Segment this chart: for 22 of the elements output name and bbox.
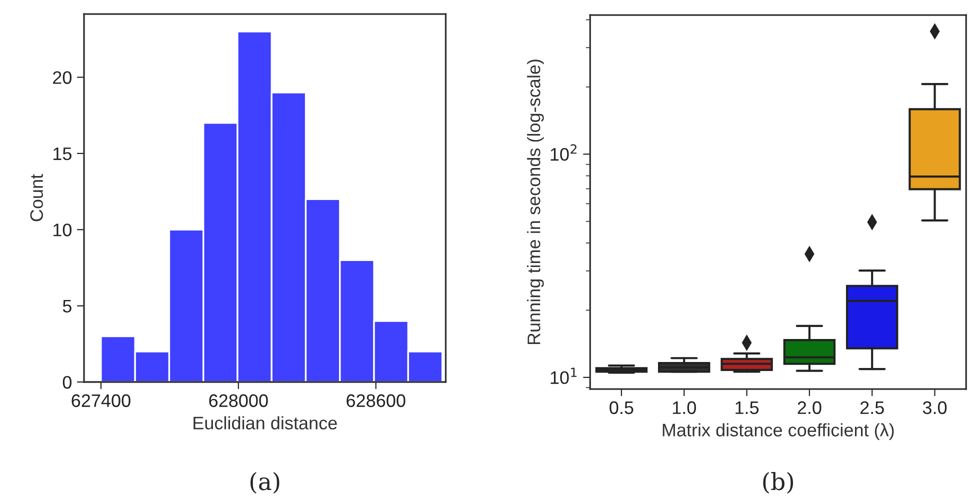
x-tick-label: 628000	[209, 394, 268, 408]
y-axis-title: Running time in seconds (log-scale)	[527, 60, 544, 344]
x-axis-title: Matrix distance coefficient (λ)	[662, 423, 894, 440]
x-tick-label: 0.5	[610, 401, 634, 414]
x-axis-title: Euclidian distance	[194, 416, 337, 430]
x-tick-label: 628600	[346, 394, 406, 408]
x-tick-label: 2.5	[860, 401, 884, 414]
y-tick-label: 5	[62, 300, 72, 313]
x-tick-label: 3.0	[922, 401, 947, 414]
y-tick-label: 15	[54, 148, 72, 160]
y-tick-label: 0	[62, 376, 72, 389]
x-tick-label: 2.0	[798, 401, 822, 414]
text: (a)	[250, 472, 280, 494]
x-tick-label: 627400	[72, 394, 130, 408]
y-tick-label: 10$^{2}$	[550, 144, 576, 161]
y-axis-title: Count	[30, 174, 43, 222]
y-tick-label: 20	[53, 71, 72, 84]
text: (b)	[763, 472, 794, 494]
y-tick-label: 10	[54, 224, 72, 236]
x-tick-label: 1.5	[736, 401, 759, 414]
y-tick-label: 10$^{1}$	[550, 368, 577, 384]
x-tick-label: 1.0	[672, 401, 696, 414]
